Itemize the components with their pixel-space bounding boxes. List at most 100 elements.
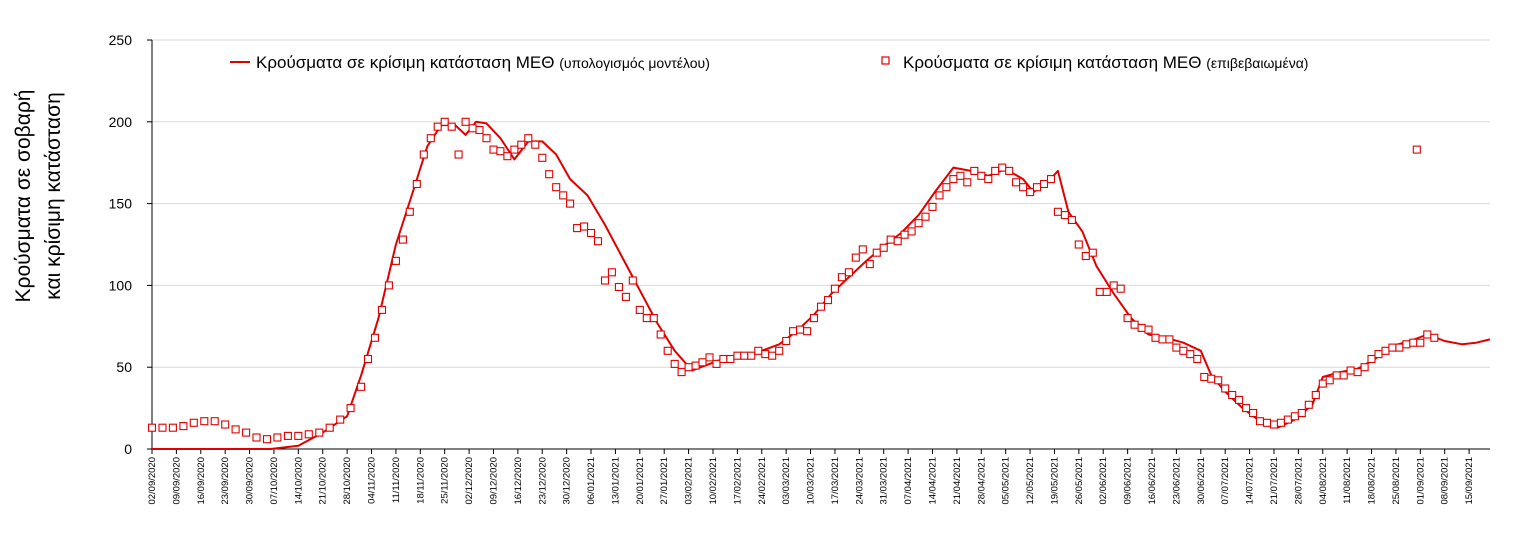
x-tick-label: 20/01/2021 [635, 457, 646, 505]
x-tick-label: 06/01/2021 [586, 457, 597, 505]
confirmed-point [670, 359, 679, 368]
confirmed-point [719, 354, 728, 364]
confirmed-point [1214, 376, 1223, 385]
confirmed-point [559, 191, 568, 200]
confirmed-point [733, 351, 742, 360]
confirmed-point [1402, 340, 1411, 349]
confirmed-point [273, 433, 282, 442]
y-tick-label: 50 [116, 359, 132, 375]
confirmed-point [900, 230, 909, 239]
confirmed-point [384, 281, 393, 290]
confirmed-point [1186, 350, 1195, 359]
confirmed-point [809, 314, 819, 323]
confirmed-point [886, 235, 895, 244]
x-axis-tick-labels: 02/09/2020 09/09/2020 16/09/2020 23/09/2020… [147, 449, 1475, 505]
confirmed-point [1262, 418, 1272, 427]
confirmed-point [566, 199, 575, 208]
x-tick-label: 03/03/2021 [781, 457, 792, 505]
confirmed-point [754, 346, 763, 355]
confirmed-point [346, 404, 355, 413]
confirmed-point [538, 153, 547, 162]
confirmed-point [1144, 325, 1153, 334]
confirmed-point [621, 292, 630, 301]
confirmed-point [1137, 323, 1146, 332]
confirmed-point [705, 353, 714, 362]
confirmed-point [991, 166, 1000, 175]
confirmed-point [580, 222, 589, 231]
x-tick-label: 10/03/2021 [806, 457, 817, 505]
x-tick-label: 07/04/2021 [903, 457, 914, 505]
confirmed-point [789, 327, 798, 336]
confirmed-point [447, 122, 456, 131]
confirmed-point [468, 124, 477, 133]
confirmed-point [956, 171, 965, 180]
confirmed-point [482, 134, 491, 143]
confirmed-point [1339, 371, 1348, 380]
confirmed-point [851, 253, 860, 262]
x-tick-label: 21/04/2021 [952, 457, 963, 505]
x-tick-label: 30/12/2020 [562, 457, 573, 505]
confirmed-point [1151, 333, 1160, 342]
confirmed-point [740, 351, 749, 360]
x-tick-label: 16/09/2020 [196, 457, 207, 505]
confirmed-point [998, 163, 1007, 172]
confirmed-point [391, 256, 400, 265]
x-tick-label: 11/08/2021 [1342, 457, 1353, 504]
x-tick-label: 31/03/2021 [879, 457, 890, 505]
legend-confirmed-name: Κρούσματα σε κρίσιμη κατάσταση ΜΕΘ [903, 53, 1202, 72]
x-tick-label: 14/07/2021 [1245, 457, 1256, 505]
x-tick-label: 23/12/2020 [537, 457, 548, 505]
confirmed-point [158, 423, 167, 432]
confirmed-point [1318, 379, 1327, 388]
confirmed-point [231, 425, 240, 434]
x-tick-label: 25/08/2021 [1391, 457, 1402, 505]
confirmed-point [1311, 390, 1320, 400]
confirmed-point [1179, 346, 1188, 355]
x-tick-label: 09/09/2020 [171, 457, 182, 505]
confirmed-point [370, 333, 380, 342]
confirmed-point [1088, 248, 1097, 257]
confirmed-point [262, 435, 272, 444]
confirmed-point [1269, 420, 1279, 429]
x-tick-label: 30/09/2020 [245, 457, 256, 505]
confirmed-point [200, 417, 209, 426]
x-tick-label: 14/10/2020 [293, 457, 304, 505]
x-tick-label: 21/07/2021 [1269, 457, 1280, 505]
confirmed-point [698, 358, 707, 367]
confirmed-point [363, 354, 373, 364]
confirmed-point [907, 227, 916, 236]
x-tick-label: 28/07/2021 [1293, 457, 1304, 505]
confirmed-point [1116, 284, 1125, 293]
x-tick-label: 26/05/2021 [1074, 457, 1085, 505]
x-tick-label: 05/05/2021 [1001, 457, 1012, 505]
confirmed-point [461, 117, 470, 126]
confirmed-point [168, 423, 177, 432]
confirmed-point [1409, 338, 1418, 347]
x-tick-label: 24/02/2021 [757, 457, 768, 505]
y-axis-label-line-2: και κρίσιμη κατάσταση [42, 92, 65, 300]
confirmed-point [1395, 343, 1404, 352]
confirmed-point [1235, 395, 1244, 404]
x-tick-label: 25/11/2020 [440, 457, 451, 504]
confirmed-point [1102, 287, 1111, 296]
confirmed-point [984, 175, 993, 184]
legend-square-swatch [881, 56, 890, 65]
x-tick-label: 30/06/2021 [1196, 457, 1207, 505]
x-tick-label: 18/08/2021 [1367, 457, 1378, 505]
x-tick-label: 17/03/2021 [830, 457, 841, 505]
confirmed-point [496, 147, 505, 156]
confirmed-point [1325, 376, 1334, 385]
confirmed-point [1053, 207, 1062, 216]
x-tick-label: 04/11/2020 [367, 457, 378, 504]
x-tick-label: 16/06/2021 [1147, 457, 1158, 505]
confirmed-point [1332, 371, 1341, 380]
confirmed-point [1367, 354, 1376, 364]
x-tick-label: 14/04/2021 [928, 457, 939, 505]
confirmed-point [412, 179, 421, 189]
confirmed-point [1012, 178, 1021, 187]
confirmed-point [677, 368, 686, 377]
y-tick-label: 0 [124, 441, 132, 457]
confirmed-point [1423, 330, 1432, 339]
confirmed-point [872, 248, 881, 257]
confirmed-point [179, 422, 188, 431]
